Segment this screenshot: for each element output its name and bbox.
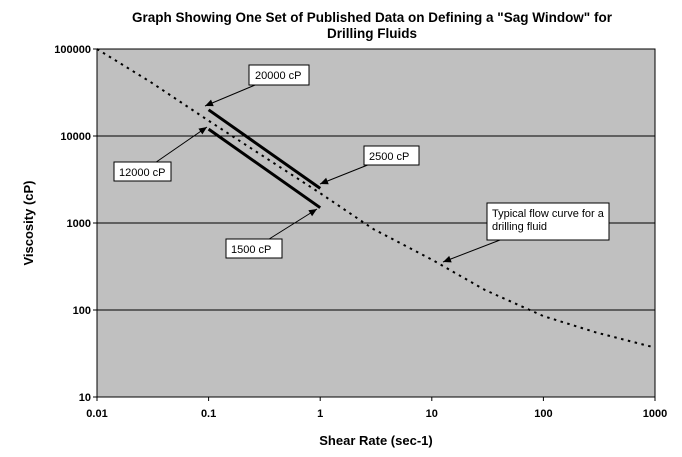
- annotation-arrow-line: [268, 208, 318, 240]
- annotation-arrowhead: [205, 99, 214, 107]
- y-tick-label: 10: [79, 392, 91, 404]
- x-tick-label: 1000: [643, 408, 667, 420]
- y-tick-label: 1000: [67, 218, 91, 230]
- x-tick-label: 0.01: [86, 408, 107, 420]
- x-tick-label: 100: [534, 408, 552, 420]
- y-tick-label: 10000: [60, 131, 91, 143]
- annotation-label: drilling fluid: [492, 221, 547, 233]
- flow-curve-line: [96, 48, 656, 349]
- y-tick-label: 100000: [54, 44, 91, 56]
- chart-title: Drilling Fluids: [327, 26, 417, 41]
- x-tick-label: 1: [317, 408, 323, 420]
- annotation-arrowhead: [320, 177, 329, 185]
- x-tick-label: 0.1: [201, 408, 216, 420]
- annotation-label: 20000 cP: [255, 70, 301, 82]
- annotation-arrowhead: [308, 209, 317, 217]
- annotation-box: [225, 238, 283, 259]
- annotation-label: 1500 cP: [231, 244, 271, 256]
- annotation-arrowhead: [198, 127, 207, 135]
- annotation-box: [486, 202, 610, 241]
- y-axis-label: Viscosity (cP): [21, 180, 36, 265]
- sag-window-line: [207, 108, 322, 190]
- annotation-arrow-line: [442, 239, 501, 263]
- x-tick-label: 10: [426, 408, 438, 420]
- annotation-label: Typical flow curve for a: [492, 208, 605, 220]
- x-axis-label: Shear Rate (sec-1): [319, 433, 432, 448]
- sag-window-line: [207, 127, 322, 209]
- chart-title: Graph Showing One Set of Published Data …: [132, 10, 613, 25]
- annotation-box: [363, 145, 420, 166]
- y-tick-label: 100: [73, 305, 91, 317]
- annotation-box: [248, 64, 310, 86]
- annotation-arrow-line: [319, 164, 368, 185]
- annotation-box: [113, 161, 172, 182]
- annotation-arrowhead: [443, 255, 452, 263]
- annotation-arrow-line: [155, 126, 208, 163]
- annotation-arrow-line: [204, 84, 256, 107]
- annotation-label: 2500 cP: [369, 151, 409, 163]
- annotation-label: 12000 cP: [119, 167, 165, 179]
